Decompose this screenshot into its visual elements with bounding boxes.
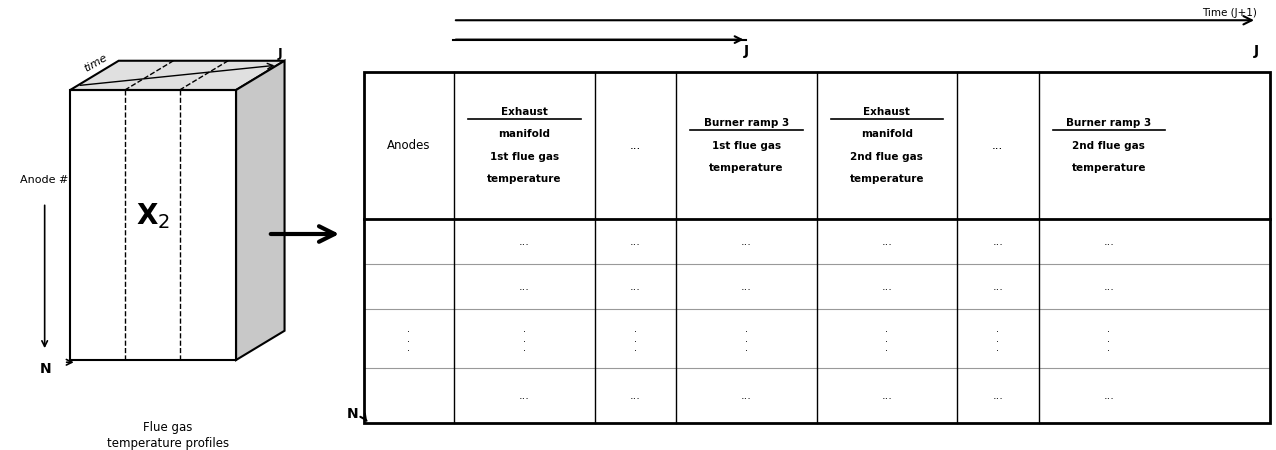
Text: 2nd flue gas: 2nd flue gas bbox=[850, 152, 924, 162]
Text: ...: ... bbox=[882, 391, 892, 401]
Text: .
.
.: . . . bbox=[886, 324, 888, 353]
Text: N: N bbox=[347, 407, 359, 421]
Text: Exhaust: Exhaust bbox=[864, 107, 910, 117]
Text: ...: ... bbox=[882, 237, 892, 247]
Polygon shape bbox=[236, 61, 285, 360]
Text: Time (J+1): Time (J+1) bbox=[1202, 8, 1257, 18]
Text: .
.
.: . . . bbox=[1108, 324, 1110, 353]
Text: ...: ... bbox=[630, 282, 641, 292]
Text: ...: ... bbox=[741, 391, 752, 401]
Text: ...: ... bbox=[630, 391, 641, 401]
Text: temperature: temperature bbox=[1072, 163, 1146, 173]
Text: ...: ... bbox=[993, 237, 1003, 247]
Text: ...: ... bbox=[741, 282, 752, 292]
Text: 1st flue gas: 1st flue gas bbox=[490, 152, 559, 162]
Text: .
.
.: . . . bbox=[997, 324, 999, 353]
Text: Exhaust: Exhaust bbox=[501, 107, 547, 117]
Text: .
.
.: . . . bbox=[407, 324, 411, 353]
Text: Flue gas
temperature profiles: Flue gas temperature profiles bbox=[107, 421, 228, 450]
Text: Burner ramp 3: Burner ramp 3 bbox=[704, 118, 789, 128]
Text: ...: ... bbox=[1104, 391, 1114, 401]
Text: manifold: manifold bbox=[499, 130, 550, 140]
Text: ...: ... bbox=[993, 391, 1003, 401]
Text: temperature: temperature bbox=[850, 175, 924, 184]
Text: N: N bbox=[40, 362, 51, 376]
Text: Anode #: Anode # bbox=[20, 175, 69, 185]
Text: temperature: temperature bbox=[709, 163, 783, 173]
Polygon shape bbox=[70, 61, 285, 90]
Text: .
.
.: . . . bbox=[523, 324, 526, 353]
Text: manifold: manifold bbox=[861, 130, 912, 140]
Text: ...: ... bbox=[993, 139, 1003, 152]
Text: ...: ... bbox=[519, 391, 530, 401]
Text: ...: ... bbox=[882, 282, 892, 292]
Text: J: J bbox=[277, 47, 282, 60]
Text: ...: ... bbox=[630, 139, 641, 152]
Text: $\mathbf{X}_2$: $\mathbf{X}_2$ bbox=[137, 201, 170, 231]
Text: temperature: temperature bbox=[487, 175, 561, 184]
Text: Burner ramp 3: Burner ramp 3 bbox=[1067, 118, 1151, 128]
Text: ...: ... bbox=[993, 282, 1003, 292]
Text: J: J bbox=[744, 44, 749, 58]
Text: ...: ... bbox=[741, 237, 752, 247]
Text: ...: ... bbox=[1104, 282, 1114, 292]
Text: ...: ... bbox=[630, 237, 641, 247]
Text: ...: ... bbox=[1104, 237, 1114, 247]
Text: J: J bbox=[1254, 44, 1259, 58]
Text: 2nd flue gas: 2nd flue gas bbox=[1072, 141, 1146, 151]
Text: ...: ... bbox=[519, 237, 530, 247]
Text: 1st flue gas: 1st flue gas bbox=[712, 141, 781, 151]
Text: Anodes: Anodes bbox=[387, 139, 431, 152]
Text: time: time bbox=[82, 53, 110, 74]
Text: ...: ... bbox=[519, 282, 530, 292]
Text: .
.
.: . . . bbox=[745, 324, 748, 353]
Text: .
.
.: . . . bbox=[634, 324, 637, 353]
